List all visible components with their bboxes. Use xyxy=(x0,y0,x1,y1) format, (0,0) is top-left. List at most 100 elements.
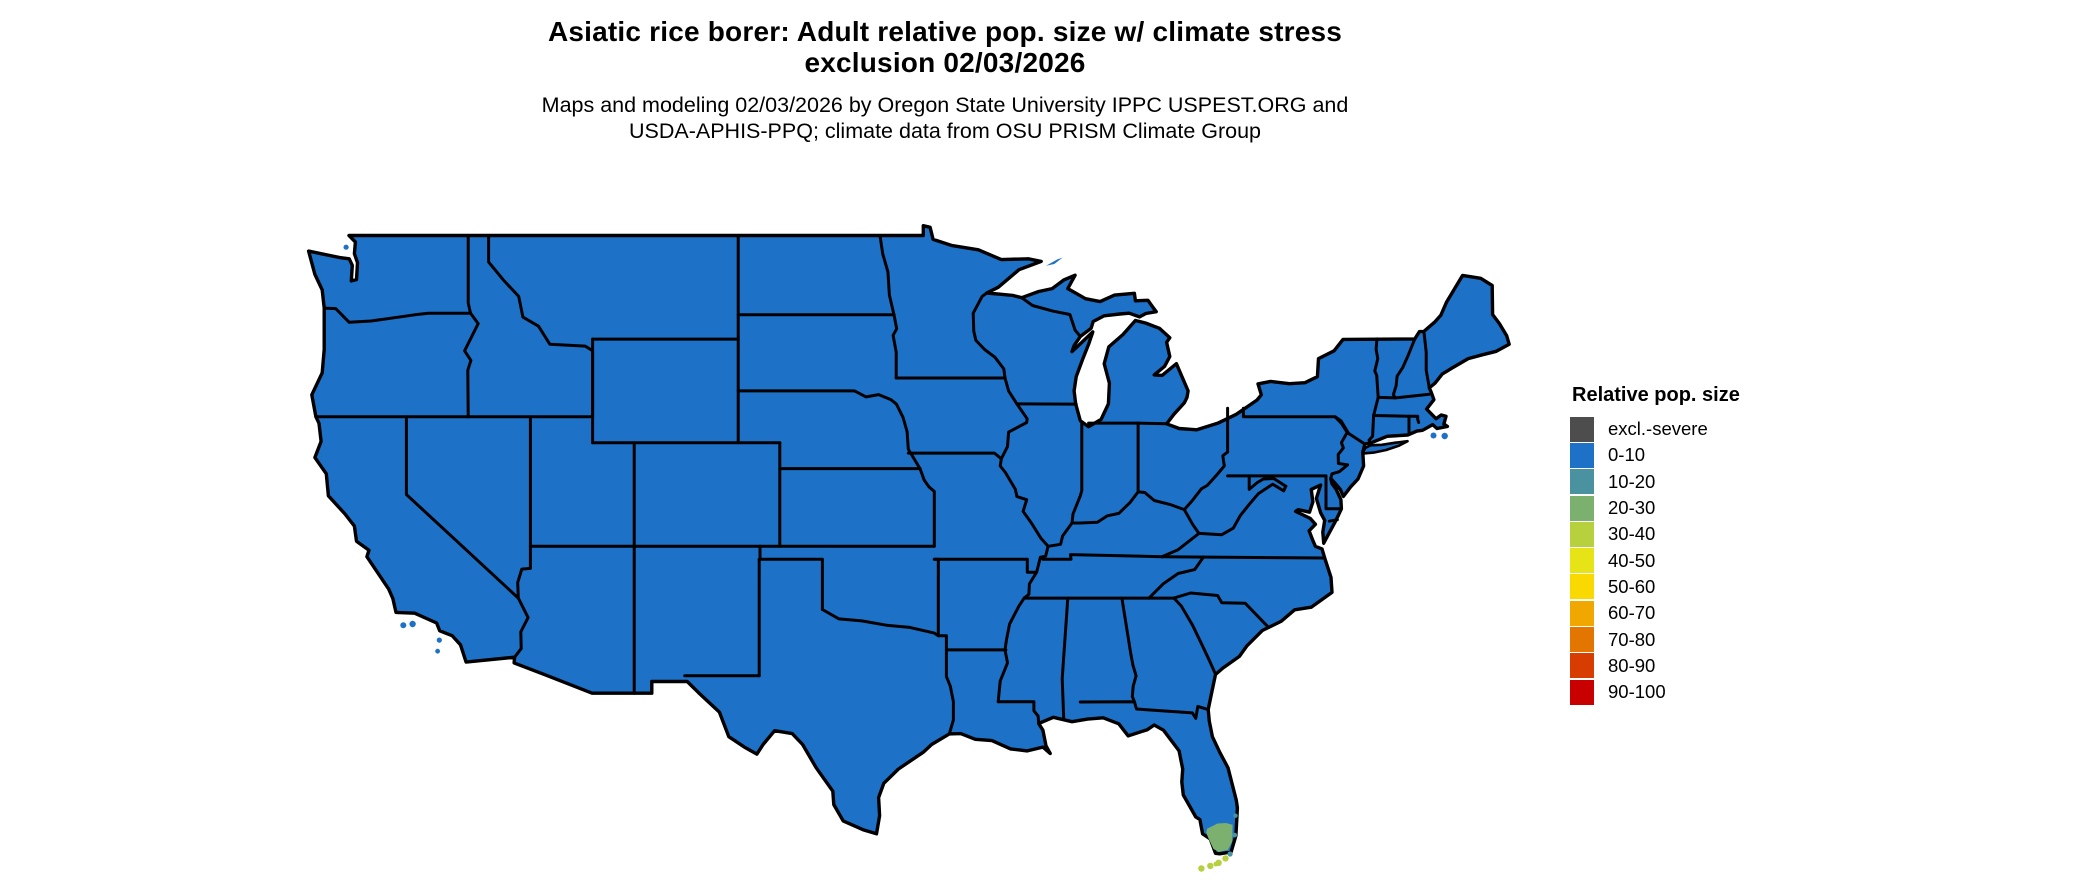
florida-keys-spot xyxy=(1207,862,1214,870)
legend-swatch-b60 xyxy=(1570,600,1594,626)
map-legend: Relative pop. size excl.-severe 0-10 10-20… xyxy=(1570,384,1740,705)
state-border xyxy=(1197,482,1288,537)
state-border xyxy=(1324,474,1343,511)
offshore-island xyxy=(436,637,442,643)
state-border xyxy=(1087,421,1169,426)
offshore-island xyxy=(1430,432,1437,439)
state-border xyxy=(516,544,532,600)
legend-label: 10-20 xyxy=(1608,470,1656,492)
legend-swatch-b0 xyxy=(1570,442,1594,468)
state-border xyxy=(1422,329,1431,390)
figure-title: Asiatic rice borer: Adult relative pop. … xyxy=(0,16,1890,78)
state-border xyxy=(878,234,896,317)
us-map xyxy=(292,220,1532,882)
legend-title: Relative pop. size xyxy=(1572,384,1740,406)
state-border xyxy=(463,311,480,419)
isle-royale xyxy=(1046,257,1063,266)
state-border xyxy=(1120,596,1138,704)
legend-label: 30-40 xyxy=(1608,523,1656,545)
state-border xyxy=(1078,700,1210,720)
south-florida-region xyxy=(1206,823,1233,852)
legend-row: excl.-severe xyxy=(1570,416,1740,442)
state-border xyxy=(1147,555,1205,600)
legend-swatch-b40 xyxy=(1570,548,1594,574)
legend-swatch-b70 xyxy=(1570,627,1594,653)
florida-coast-spot xyxy=(1227,851,1233,857)
offshore-island xyxy=(435,648,440,654)
legend-row: 80-90 xyxy=(1570,653,1740,679)
legend-row: 10-20 xyxy=(1570,469,1740,495)
offshore-island xyxy=(343,244,349,250)
state-border xyxy=(1020,296,1082,338)
state-border xyxy=(1041,553,1164,561)
state-border xyxy=(971,291,1007,380)
figure-title-line1: Asiatic rice borer: Adult relative pop. … xyxy=(547,16,1343,47)
state-border xyxy=(1376,392,1431,400)
state-border xyxy=(1172,591,1271,629)
state-border xyxy=(1182,508,1201,535)
state-border xyxy=(891,313,899,380)
state-border xyxy=(1329,415,1350,480)
state-border xyxy=(1172,596,1217,675)
state-border xyxy=(1327,518,1339,523)
figure-subtitle: Maps and modeling 02/03/2026 by Oregon S… xyxy=(0,92,1890,144)
offshore-island xyxy=(409,620,416,628)
legend-row: 90-100 xyxy=(1570,679,1740,705)
state-border xyxy=(996,700,1041,725)
legend-label: 0-10 xyxy=(1608,444,1646,466)
offshore-island xyxy=(1441,432,1448,440)
legend-rows: excl.-severe 0-10 10-20 20-30 30-40 40-50 50-6… xyxy=(1570,416,1740,705)
state-border xyxy=(322,306,472,324)
florida-keys-spot xyxy=(1222,855,1229,862)
legend-label: 60-70 xyxy=(1608,602,1656,624)
legend-row: 0-10 xyxy=(1570,442,1740,468)
legend-row: 70-80 xyxy=(1570,626,1740,653)
legend-label: excl.-severe xyxy=(1608,418,1708,440)
legend-swatch-b30 xyxy=(1570,521,1594,547)
state-border xyxy=(487,234,595,419)
florida-keys-spot xyxy=(1198,865,1205,872)
legend-label: 70-80 xyxy=(1608,628,1656,650)
legend-row: 60-70 xyxy=(1570,600,1740,626)
state-border xyxy=(1160,531,1201,559)
state-border xyxy=(1372,414,1421,424)
state-border xyxy=(1060,596,1070,720)
state-border xyxy=(1070,421,1084,525)
legend-swatch-b20 xyxy=(1570,495,1594,521)
us-map-svg xyxy=(292,220,1532,882)
florida-coast-spot xyxy=(1233,813,1238,818)
legend-row: 50-60 xyxy=(1570,574,1740,600)
state-border xyxy=(932,557,1039,574)
long-island xyxy=(1361,439,1409,455)
legend-label: 40-50 xyxy=(1608,549,1656,571)
legend-row: 20-30 xyxy=(1570,495,1740,521)
legend-label: 50-60 xyxy=(1608,575,1656,597)
legend-label: 90-100 xyxy=(1608,681,1666,703)
legend-row: 40-50 xyxy=(1570,547,1740,574)
figure-subtitle-line1: Maps and modeling 02/03/2026 by Oregon S… xyxy=(541,93,1349,117)
state-border xyxy=(932,557,940,638)
state-border xyxy=(1160,555,1327,560)
state-border xyxy=(1367,395,1380,445)
state-border xyxy=(996,376,1050,704)
figure-subtitle-line2: USDA-APHIS-PPQ; climate data from OSU PR… xyxy=(628,119,1262,143)
state-border xyxy=(906,451,1003,461)
state-border xyxy=(404,415,530,659)
state-border xyxy=(1247,474,1288,491)
state-border xyxy=(918,467,936,548)
conus-outline xyxy=(306,224,1511,856)
legend-swatch-b80 xyxy=(1570,653,1594,679)
state-border xyxy=(1373,337,1380,399)
legend-swatch-b10 xyxy=(1570,469,1594,495)
figure-title-line2: exclusion 02/03/2026 xyxy=(804,47,1086,78)
state-border xyxy=(736,389,922,471)
state-border xyxy=(1391,337,1417,400)
legend-label: 80-90 xyxy=(1608,654,1656,676)
state-border xyxy=(820,608,940,638)
florida-keys-spot xyxy=(1213,861,1219,867)
legend-swatch-b50 xyxy=(1570,574,1594,600)
state-border xyxy=(936,634,955,736)
legend-row: 30-40 xyxy=(1570,521,1740,547)
state-border xyxy=(466,234,472,315)
legend-label: 20-30 xyxy=(1608,497,1656,519)
